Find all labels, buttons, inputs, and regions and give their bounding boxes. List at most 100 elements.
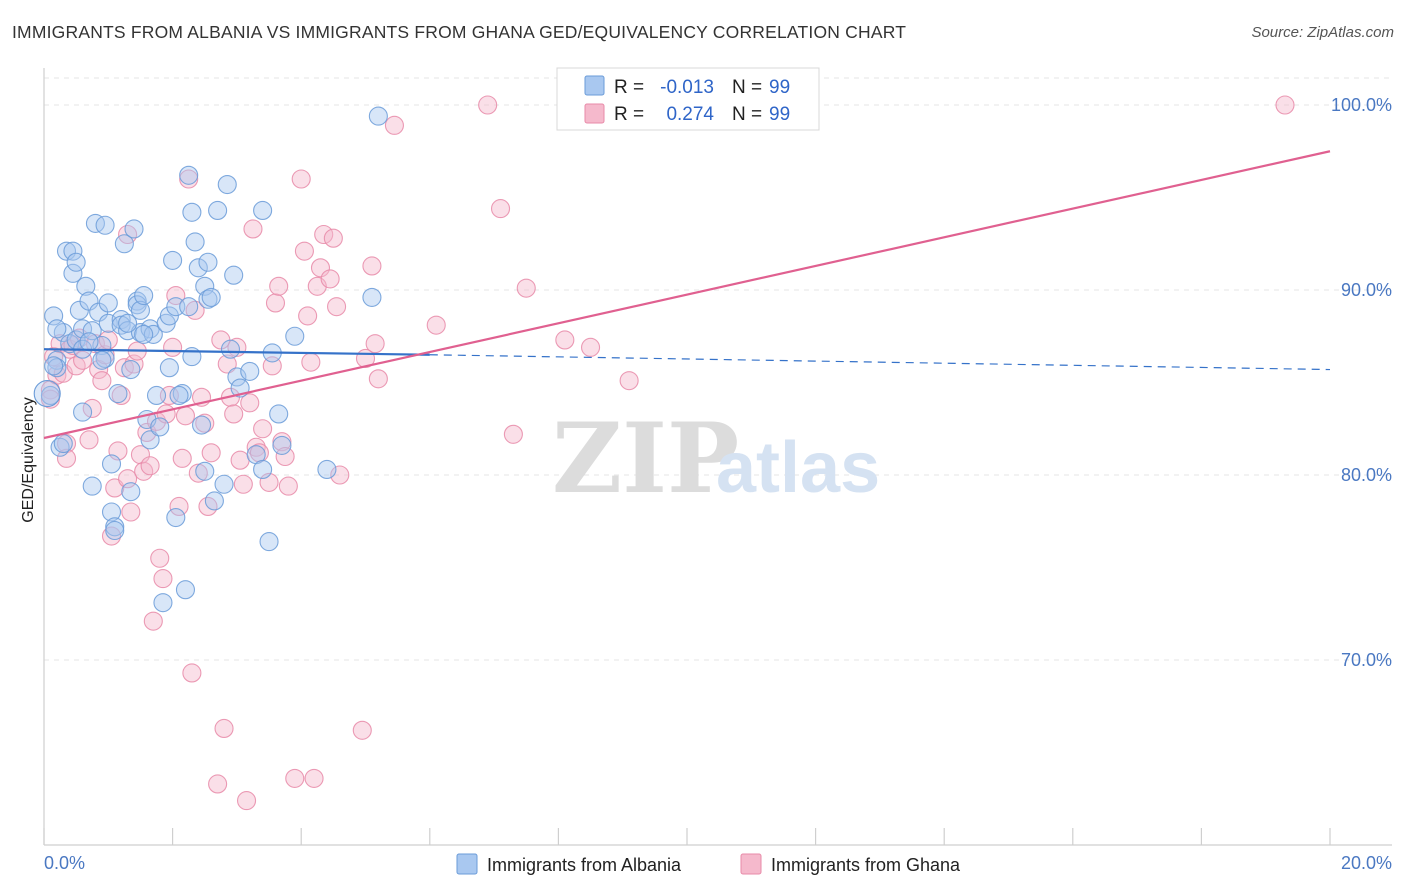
ghana-point-85 [323,228,343,248]
albania-point-34 [121,359,141,380]
ghana-point-30 [130,445,150,465]
legend-swatch-albania [584,75,605,96]
ghana-point-50 [195,413,215,433]
albania-point-69 [208,200,228,220]
albania-point-58 [179,165,199,185]
ghana-point-40 [163,337,183,357]
albania-point-43 [140,430,160,450]
albania-point-66 [198,252,218,272]
legend-n-label-ghana: N = [732,104,762,125]
x-tick-label-min: 0.0% [44,853,85,873]
ghana-point-37 [153,569,173,589]
ghana-point-99 [555,330,575,350]
legend-r-label-albania: R = [614,77,644,98]
ghana-point-76 [291,169,311,189]
ghana-point-91 [365,334,385,354]
ghana-point-24 [114,358,134,378]
albania-point-61 [185,232,205,252]
ghana-point-70 [265,293,286,313]
albania-point-55 [172,384,192,404]
albania-point-87 [368,106,388,126]
ghana-point-27 [121,502,141,522]
ghana-point-95 [478,95,498,115]
albania-point-72 [220,339,241,359]
albania-point-47 [150,417,170,437]
albania-point-16 [79,291,99,311]
albania-point-67 [198,289,218,309]
albania-point-54 [166,507,186,528]
albania-point-89 [73,402,93,422]
watermark-atlas: atlas [716,428,880,508]
albania-point-64 [195,461,215,481]
albania-point-36 [124,219,144,239]
ghana-point-46 [182,663,202,683]
ghana-point-44 [175,406,196,426]
albania-point-41 [134,285,154,306]
albania-point-52 [163,250,183,270]
ghana-point-92 [368,369,388,389]
ghana-point-58 [224,404,244,424]
ghana-point-14 [82,398,102,418]
ghana-point-71 [269,276,289,296]
albania-point-97 [134,324,154,344]
ghana-point-74 [278,476,298,496]
bottom-legend: Immigrants from Albania Immigrants from … [456,853,961,875]
albania-point-95 [201,287,221,307]
y-tick-label-100: 100.0% [1331,95,1392,115]
y-axis-label: GED/Equivalency [20,397,37,522]
legend-n-value-ghana: 99 [769,104,790,125]
legend-swatch-ghana [584,103,605,124]
albania-point-6 [56,241,77,261]
y-tick-labels: 70.0% 80.0% 90.0% 100.0% [1331,95,1392,670]
albania-point-3 [40,385,60,406]
albania-point-96 [92,350,112,370]
albania-point-84 [285,326,305,346]
albania-point-18 [82,476,102,496]
ghana-point-77 [294,241,314,261]
ghana-point-61 [233,474,253,494]
albania-point-59 [182,202,202,222]
legend-r-label-ghana: R = [614,104,644,125]
ghana-point-96 [490,199,511,219]
ghana-point-52 [201,443,221,463]
x-axis-ticks [43,828,1331,845]
ghana-point-69 [262,356,282,376]
bottom-legend-swatch-ghana [740,853,762,875]
ghana-point-65 [246,437,266,457]
albania-point-85 [317,459,337,480]
ghana-point-42 [169,496,189,517]
albania-point-88 [53,433,73,454]
ghana-point-84 [320,269,340,289]
albania-point-9 [66,252,86,272]
albania-point-79 [253,200,273,220]
albania-point-38 [127,295,147,315]
albania-point-62 [188,258,208,278]
trend-albania-solid [43,348,430,356]
bottom-legend-label-albania: Immigrants from Albania [487,855,682,875]
ghana-point-56 [217,354,237,374]
albania-point-35 [121,482,141,502]
watermark-zip: ZIP [552,402,739,515]
series-albania-points [33,106,388,613]
ghana-point-82 [310,258,331,278]
ghana-point-102 [1275,95,1295,115]
albania-point-98 [169,385,189,406]
albania-point-78 [253,459,273,480]
chart-title: IMMIGRANTS FROM ALBANIA VS IMMIGRANTS FR… [12,22,907,42]
trend-ghana [43,150,1331,440]
albania-point-93 [44,356,64,376]
albania-point-92 [79,332,99,352]
series-ghana-points [40,95,1295,811]
trend-albania-dashed [429,354,1331,371]
ghana-point-41 [166,285,186,306]
albania-point-25 [98,293,118,313]
ghana-point-93 [384,115,404,135]
ghana-point-79 [301,352,321,372]
albania-point-50 [159,306,179,326]
albania-point-51 [159,358,179,378]
ghana-point-13 [79,430,99,450]
albania-point-29 [108,384,128,404]
ghana-point-33 [140,456,160,476]
ghana-point-101 [619,371,639,391]
albania-point-76 [240,361,260,381]
